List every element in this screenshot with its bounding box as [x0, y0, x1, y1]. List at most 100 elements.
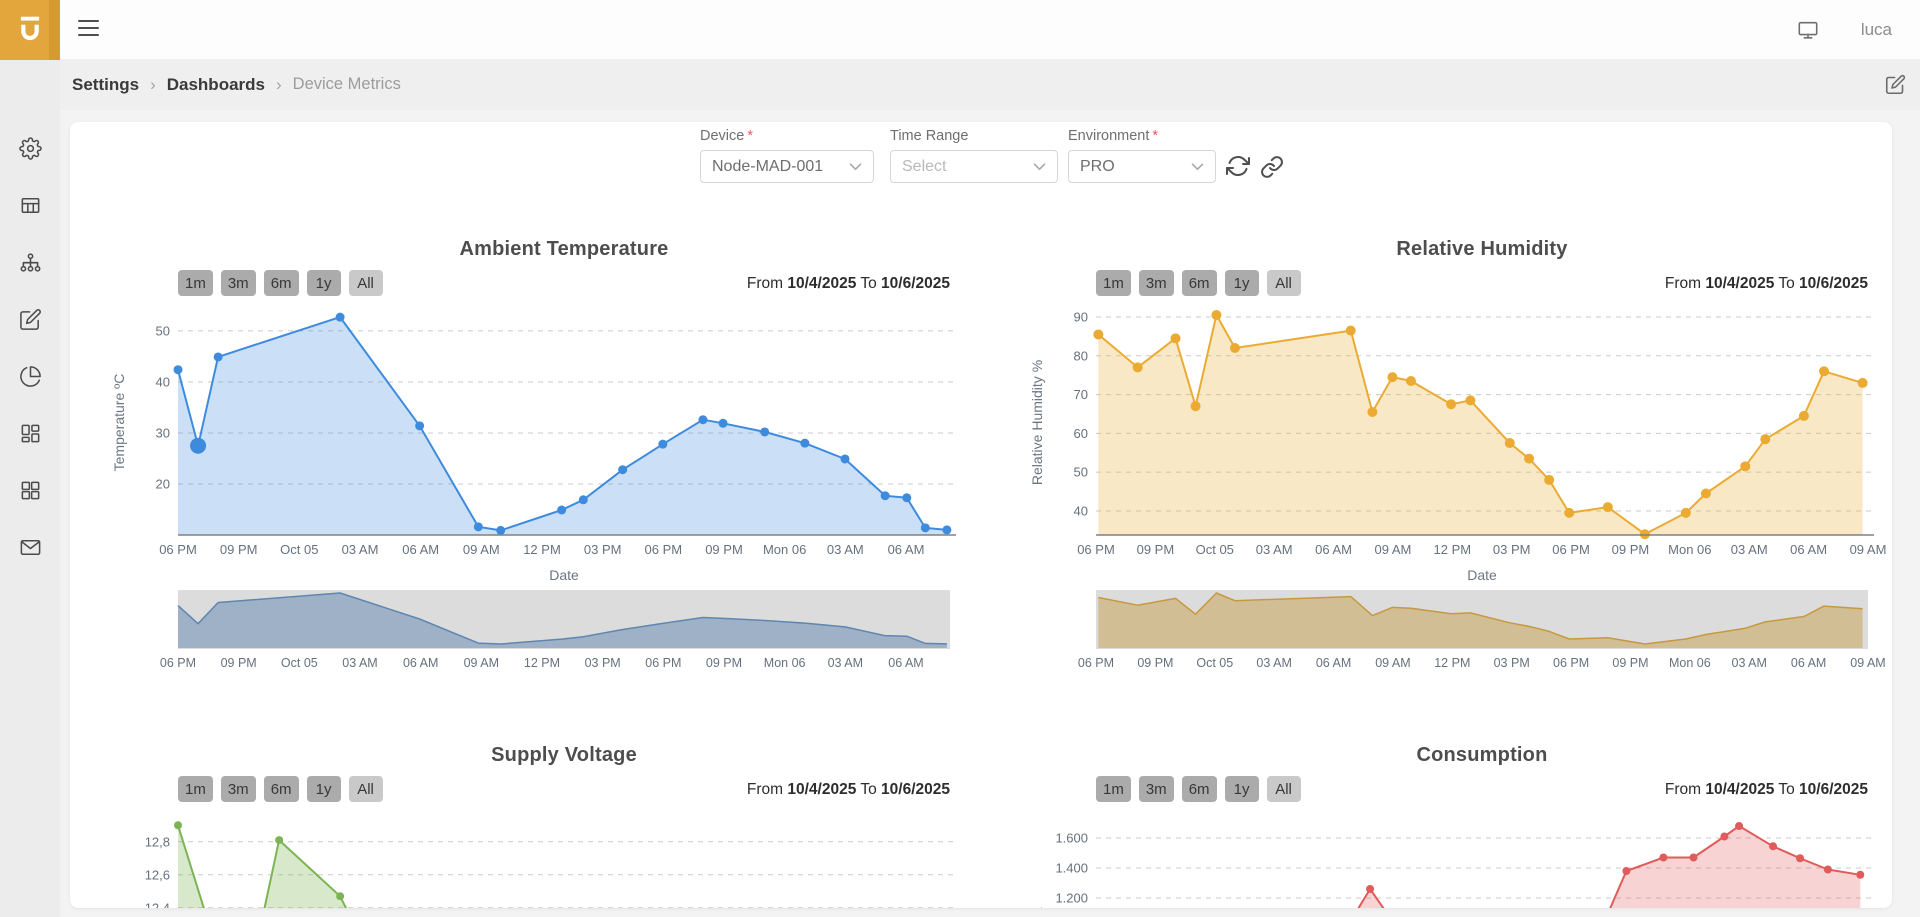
data-point-marker[interactable] — [1740, 461, 1750, 471]
breadcrumb-settings[interactable]: Settings — [72, 75, 139, 95]
data-point-marker[interactable] — [1659, 854, 1667, 862]
data-point-marker[interactable] — [579, 495, 588, 504]
data-point-marker[interactable] — [1465, 395, 1475, 405]
device-select[interactable]: Node-MAD-001 — [700, 150, 874, 183]
data-point-marker[interactable] — [190, 438, 206, 454]
data-point-marker[interactable] — [415, 421, 424, 430]
data-point-marker[interactable] — [1524, 454, 1534, 464]
chart-plot[interactable]: 12,812,612,4Voltage VDate — [110, 802, 970, 908]
range-button-6m[interactable]: 6m — [1182, 270, 1217, 296]
range-button-3m[interactable]: 3m — [1139, 776, 1174, 802]
range-button-all[interactable]: All — [349, 270, 383, 296]
data-point-marker[interactable] — [496, 526, 505, 535]
data-point-marker[interactable] — [921, 523, 930, 532]
range-button-1m[interactable]: 1m — [1096, 270, 1131, 296]
data-point-marker[interactable] — [1133, 362, 1143, 372]
breadcrumb-dashboards[interactable]: Dashboards — [167, 75, 265, 95]
range-button-6m[interactable]: 6m — [1182, 776, 1217, 802]
data-point-marker[interactable] — [1230, 343, 1240, 353]
data-point-marker[interactable] — [1720, 833, 1728, 841]
data-point-marker[interactable] — [1690, 854, 1698, 862]
data-point-marker[interactable] — [1796, 854, 1804, 862]
data-point-marker[interactable] — [881, 491, 890, 500]
data-point-marker[interactable] — [1544, 475, 1554, 485]
data-point-marker[interactable] — [1406, 376, 1416, 386]
data-point-marker[interactable] — [942, 525, 951, 534]
range-button-all[interactable]: All — [349, 776, 383, 802]
data-point-marker[interactable] — [275, 836, 283, 844]
sidebar-item-pie-chart[interactable] — [18, 364, 42, 388]
data-point-marker[interactable] — [658, 440, 667, 449]
app-logo[interactable] — [0, 0, 60, 60]
data-point-marker[interactable] — [1505, 438, 1515, 448]
data-point-marker[interactable] — [336, 313, 345, 322]
link-button[interactable] — [1260, 155, 1284, 179]
range-button-1y[interactable]: 1y — [307, 270, 341, 296]
range-button-all[interactable]: All — [1267, 776, 1301, 802]
data-point-marker[interactable] — [474, 522, 483, 531]
data-point-marker[interactable] — [1769, 842, 1777, 850]
sidebar-item-hierarchy[interactable] — [18, 250, 42, 274]
data-point-marker[interactable] — [1681, 508, 1691, 518]
data-point-marker[interactable] — [1093, 329, 1103, 339]
range-button-3m[interactable]: 3m — [221, 776, 256, 802]
data-point-marker[interactable] — [1211, 310, 1221, 320]
data-point-marker[interactable] — [174, 821, 182, 829]
range-button-all[interactable]: All — [1267, 270, 1301, 296]
data-point-marker[interactable] — [1367, 407, 1377, 417]
environment-select[interactable]: PRO — [1068, 150, 1216, 183]
edit-page-icon[interactable] — [1885, 74, 1906, 95]
data-point-marker[interactable] — [336, 892, 344, 900]
sidebar-item-grid[interactable] — [18, 478, 42, 502]
data-point-marker[interactable] — [1640, 529, 1650, 539]
range-button-3m[interactable]: 3m — [1139, 270, 1174, 296]
data-point-marker[interactable] — [1760, 434, 1770, 444]
sidebar-item-gear[interactable] — [18, 136, 42, 160]
data-point-marker[interactable] — [1856, 871, 1864, 879]
data-point-marker[interactable] — [618, 465, 627, 474]
data-point-marker[interactable] — [1603, 502, 1613, 512]
data-point-marker[interactable] — [1858, 378, 1868, 388]
monitor-icon[interactable] — [1797, 19, 1819, 41]
range-button-1y[interactable]: 1y — [1225, 776, 1259, 802]
data-point-marker[interactable] — [1446, 399, 1456, 409]
user-menu[interactable]: luca — [1861, 20, 1892, 40]
range-button-1y[interactable]: 1y — [307, 776, 341, 802]
data-point-marker[interactable] — [902, 493, 911, 502]
range-button-3m[interactable]: 3m — [221, 270, 256, 296]
range-button-1y[interactable]: 1y — [1225, 270, 1259, 296]
range-button-6m[interactable]: 6m — [264, 270, 299, 296]
data-point-marker[interactable] — [557, 506, 566, 515]
range-button-1m[interactable]: 1m — [1096, 776, 1131, 802]
data-point-marker[interactable] — [1564, 508, 1574, 518]
chart-plot[interactable]: 1.6001.4001.200Consumption mADate — [1028, 802, 1888, 908]
data-point-marker[interactable] — [1735, 822, 1743, 830]
data-point-marker[interactable] — [1701, 488, 1711, 498]
data-point-marker[interactable] — [800, 439, 809, 448]
range-button-6m[interactable]: 6m — [264, 776, 299, 802]
menu-toggle-button[interactable] — [78, 20, 99, 36]
chart-plot[interactable]: 90807060504006 PM09 PMOct 0503 AM06 AM09… — [1028, 296, 1888, 676]
data-point-marker[interactable] — [698, 415, 707, 424]
chart-plot[interactable]: 5040302006 PM09 PMOct 0503 AM06 AM09 AM1… — [110, 296, 970, 676]
refresh-button[interactable] — [1226, 154, 1250, 178]
sidebar-item-table[interactable] — [18, 193, 42, 217]
data-point-marker[interactable] — [1622, 867, 1630, 875]
data-point-marker[interactable] — [174, 365, 183, 374]
data-point-marker[interactable] — [719, 419, 728, 428]
data-point-marker[interactable] — [1191, 401, 1201, 411]
data-point-marker[interactable] — [1366, 885, 1374, 893]
sidebar-item-edit[interactable] — [18, 307, 42, 331]
data-point-marker[interactable] — [1799, 411, 1809, 421]
data-point-marker[interactable] — [1824, 866, 1832, 874]
data-point-marker[interactable] — [1171, 333, 1181, 343]
data-point-marker[interactable] — [214, 352, 223, 361]
data-point-marker[interactable] — [1387, 372, 1397, 382]
data-point-marker[interactable] — [1346, 326, 1356, 336]
sidebar-item-dashboard[interactable] — [18, 421, 42, 445]
time-range-select[interactable]: Select — [890, 150, 1058, 183]
data-point-marker[interactable] — [1819, 366, 1829, 376]
range-button-1m[interactable]: 1m — [178, 776, 213, 802]
sidebar-item-mail[interactable] — [18, 535, 42, 559]
data-point-marker[interactable] — [760, 427, 769, 436]
